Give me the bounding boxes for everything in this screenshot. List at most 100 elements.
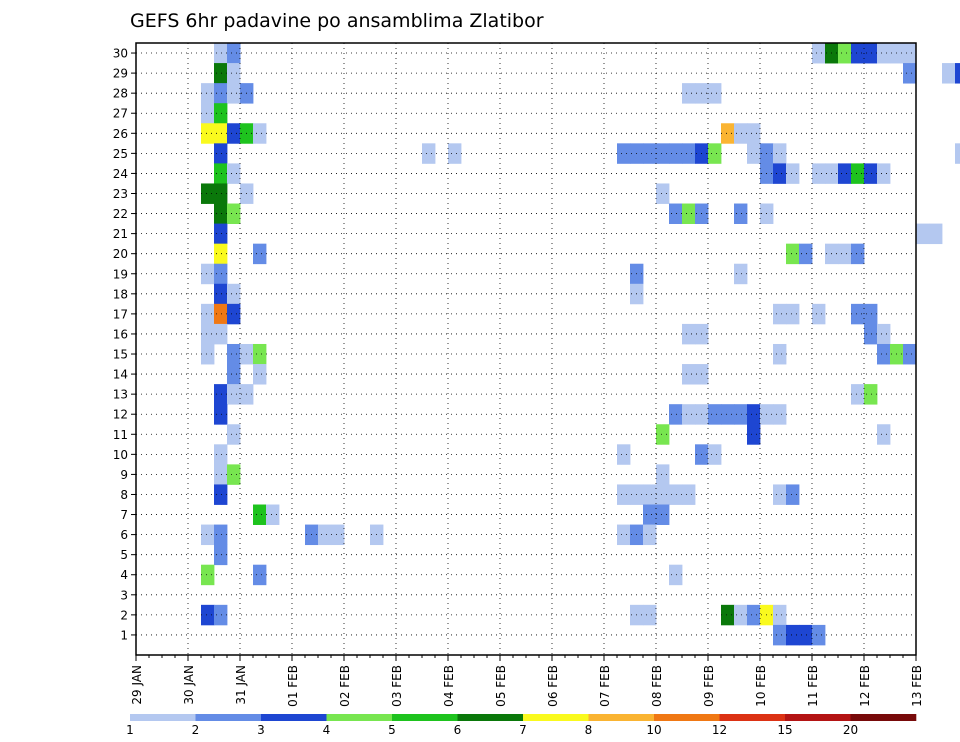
y-tick-label: 17 — [113, 307, 128, 321]
heatmap-cell — [734, 263, 748, 285]
y-tick-label: 5 — [120, 548, 128, 562]
heatmap-cell — [708, 143, 722, 164]
y-tick-label: 21 — [113, 227, 128, 241]
heatmap-cell — [955, 143, 960, 164]
heatmap-cell — [682, 364, 696, 385]
y-tick-label: 13 — [113, 388, 128, 402]
grid-lines — [136, 43, 916, 655]
heatmap-cell — [214, 404, 228, 425]
heatmap-cell — [253, 504, 267, 525]
heatmap-cell — [227, 303, 241, 325]
y-tick-label: 7 — [120, 508, 128, 522]
colorbar-label: 7 — [519, 723, 527, 737]
colorbar-swatch — [523, 714, 589, 721]
heatmap-cell — [656, 183, 670, 204]
heatmap-cell — [201, 263, 215, 285]
heatmap-cell — [786, 484, 800, 505]
heatmap-cell — [201, 323, 215, 345]
heatmap-cell — [227, 163, 241, 184]
colorbar-swatch — [130, 714, 196, 721]
heatmap-cell — [331, 524, 345, 546]
y-tick-label: 15 — [113, 348, 128, 362]
heatmap-cell — [448, 143, 462, 164]
heatmap-cell — [773, 343, 787, 365]
heatmap-cell — [617, 143, 631, 164]
heatmap-cell — [838, 43, 852, 64]
y-tick-label: 24 — [113, 167, 128, 181]
heatmap-cell — [201, 303, 215, 325]
heatmap-cell — [201, 524, 215, 546]
heatmap-cell — [747, 404, 761, 425]
heatmap-cell — [773, 624, 787, 646]
heatmap-cell — [864, 43, 878, 64]
heatmap-cell — [864, 323, 878, 345]
heatmap-cell — [214, 63, 228, 84]
heatmap-cell — [682, 323, 696, 345]
heatmap-cell — [851, 303, 865, 325]
heatmap-cell — [669, 203, 683, 224]
heatmap-cell — [773, 604, 787, 626]
heatmap-cell — [214, 83, 228, 104]
colorbar-label: 5 — [388, 723, 396, 737]
heatmap-cell — [747, 604, 761, 626]
heatmap-cell — [318, 524, 332, 546]
heatmap-cell — [812, 43, 826, 64]
heatmap-cell — [201, 604, 215, 626]
heatmap-cell — [214, 604, 228, 626]
heatmap-cell — [266, 504, 280, 525]
y-tick-label: 25 — [113, 147, 128, 161]
heatmap-cell — [799, 243, 813, 265]
heatmap-cell — [708, 404, 722, 425]
heatmap-cell — [773, 404, 787, 425]
x-tick-label: 09 FEB — [702, 665, 716, 707]
heatmap-cell — [851, 43, 865, 64]
heatmap-cell — [747, 143, 761, 164]
y-tick-label: 12 — [113, 408, 128, 422]
heatmap-cell — [734, 123, 748, 144]
x-tick-label: 06 FEB — [546, 665, 560, 707]
heatmap-cell — [877, 43, 891, 64]
y-tick-label: 14 — [113, 368, 128, 382]
heatmap-cell — [656, 424, 670, 445]
heatmap-cell — [838, 163, 852, 184]
heatmap-cell — [812, 303, 826, 325]
heatmap-cell — [253, 123, 267, 144]
y-tick-label: 1 — [120, 628, 128, 642]
heatmap-cell — [721, 123, 735, 144]
y-tick-label: 3 — [120, 588, 128, 602]
heatmap-cell — [201, 343, 215, 365]
heatmap-cell — [617, 484, 631, 505]
colorbar-label: 4 — [323, 723, 331, 737]
heatmap-cell — [682, 143, 696, 164]
colorbar-swatch — [195, 714, 262, 721]
heatmap-cell — [227, 63, 241, 84]
heatmap-cell — [214, 203, 228, 224]
heatmap-cell — [682, 484, 696, 505]
heatmap-cell — [227, 123, 241, 144]
heatmap-cell — [253, 564, 267, 586]
colorbar-swatch — [588, 714, 655, 721]
heatmap-cell — [227, 203, 241, 224]
colorbar-legend: 1 2 3 4 5 6 7 8 10 12 15 20 — [126, 714, 917, 737]
colorbar-label: 20 — [843, 723, 858, 737]
heatmap-cell — [669, 143, 683, 164]
y-tick-label: 26 — [113, 127, 128, 141]
heatmap-cell — [773, 484, 787, 505]
heatmap-cell — [214, 223, 228, 245]
heatmap-cell — [838, 243, 852, 265]
chart-title: GEFS 6hr padavine po ansamblima Zlatibor — [130, 10, 544, 32]
y-tick-label: 10 — [113, 448, 128, 462]
heatmap-cell — [214, 323, 228, 345]
heatmap-cell — [734, 203, 748, 224]
heatmap-cell — [799, 624, 813, 646]
heatmap-cell — [864, 384, 878, 405]
heatmap-cell — [617, 444, 631, 465]
heatmap-cell — [916, 223, 930, 245]
y-tick-label: 22 — [113, 207, 128, 221]
heatmap-cell — [929, 223, 943, 245]
heatmap-cell — [786, 243, 800, 265]
heatmap-cell — [851, 163, 865, 184]
y-tick-label: 11 — [113, 428, 128, 442]
heatmap-cell — [214, 384, 228, 405]
